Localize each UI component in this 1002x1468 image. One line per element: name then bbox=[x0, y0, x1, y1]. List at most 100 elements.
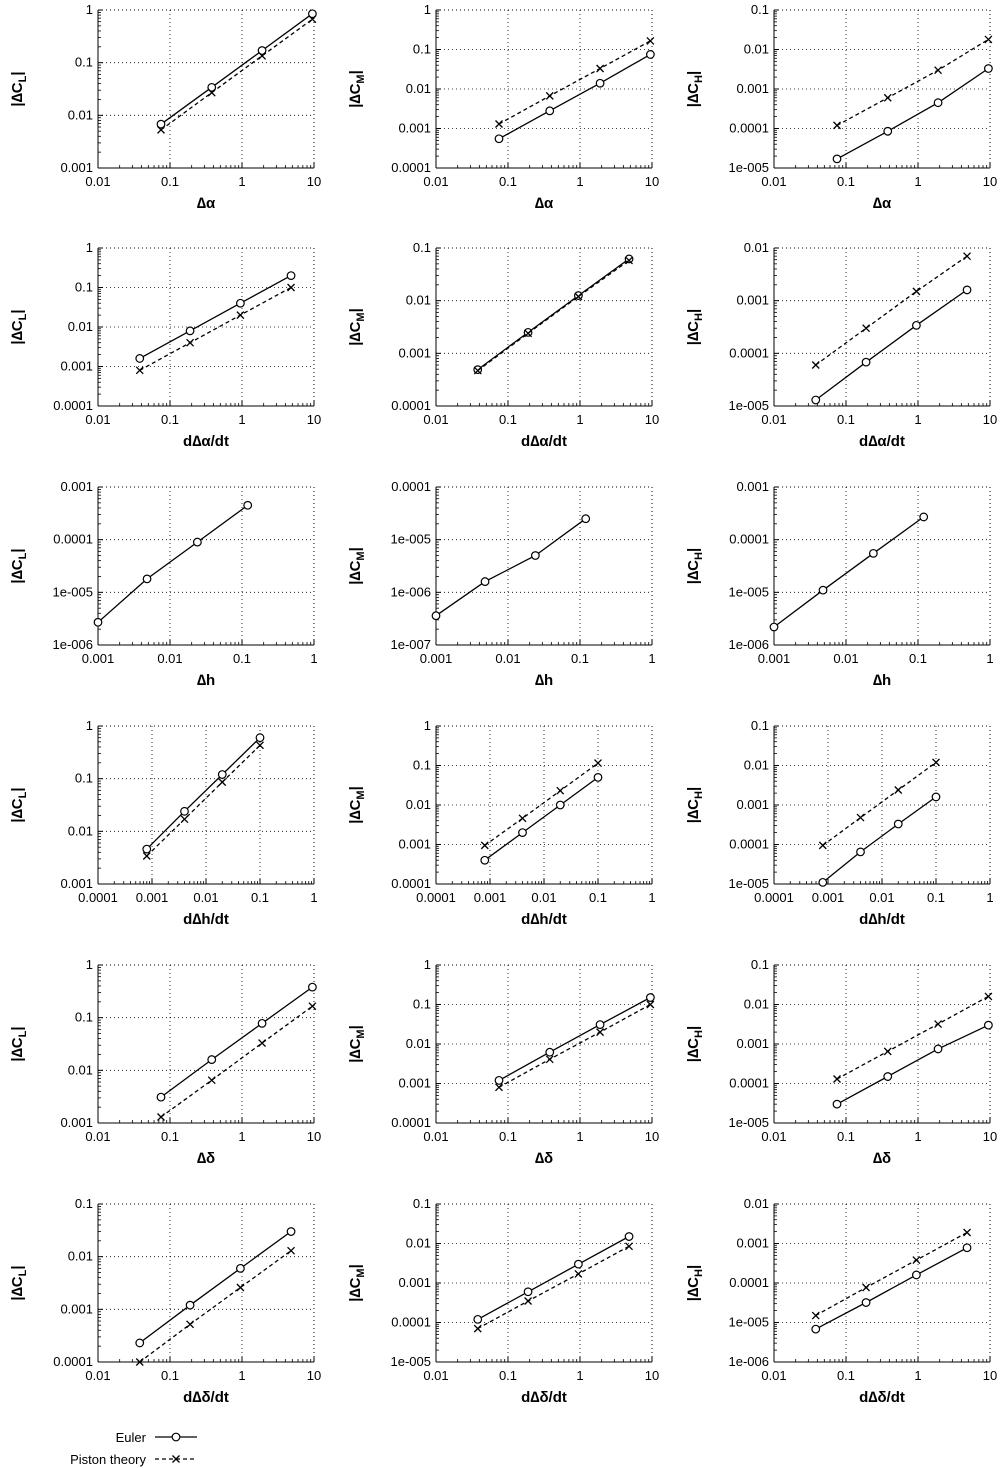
x-tick-label: 0.1 bbox=[161, 412, 179, 427]
legend-marker-euler bbox=[171, 1432, 181, 1442]
piston-theory-data-point bbox=[984, 992, 993, 1001]
euler-data-point bbox=[307, 982, 317, 992]
y-tick-label: 1e-005 bbox=[729, 160, 769, 175]
x-marker-stroke bbox=[934, 66, 943, 75]
euler-data-point bbox=[645, 50, 655, 59]
piston-theory-data-point bbox=[473, 1324, 482, 1333]
x-marker-stroke bbox=[596, 1028, 605, 1037]
chart-panel-9: 0.001 0.01 0.1 1 1e-006 1e-005 0.0001 0.001 ∆h |∆… bbox=[685, 479, 994, 689]
euler-data-point bbox=[156, 119, 166, 129]
x-marker-stroke bbox=[218, 778, 227, 787]
euler-data-point bbox=[257, 1018, 267, 1028]
x-marker-stroke bbox=[236, 1283, 245, 1292]
x-tick-label: 10 bbox=[983, 174, 997, 189]
euler-data-point bbox=[933, 98, 943, 108]
y-axis-label: |∆CL| bbox=[9, 1265, 29, 1300]
y-axis-label: |∆CL| bbox=[9, 71, 29, 106]
y-tick-label: 0.01 bbox=[68, 1062, 93, 1077]
y-tick-label: 1e-006 bbox=[729, 637, 769, 652]
y-axis-label: |∆CM| bbox=[347, 1264, 367, 1302]
x-marker-stroke bbox=[172, 1455, 180, 1463]
euler-series-line bbox=[836, 1024, 989, 1105]
euler-data-point bbox=[545, 106, 555, 116]
piston-theory-data-point bbox=[646, 1000, 655, 1009]
x-axis-label: ∆h bbox=[535, 672, 553, 689]
euler-series-line bbox=[773, 516, 925, 628]
x-marker-stroke bbox=[480, 841, 489, 850]
x-tick-label: 10 bbox=[645, 412, 659, 427]
x-tick-label: 1 bbox=[238, 1368, 245, 1383]
euler-data-point bbox=[933, 1044, 943, 1054]
x-axis-label: d∆α/dt bbox=[521, 433, 567, 450]
x-marker-stroke bbox=[157, 1113, 165, 1121]
x-tick-label: 1 bbox=[914, 174, 921, 189]
y-tick-label: 0.0001 bbox=[729, 1275, 769, 1290]
x-tick-label: 1 bbox=[310, 890, 317, 905]
y-axis-label: |∆CM| bbox=[347, 70, 367, 108]
piston-theory-data-point bbox=[833, 121, 841, 130]
piston-theory-data-point bbox=[186, 1320, 195, 1329]
y-tick-label: 0.1 bbox=[751, 718, 769, 733]
x-tick-label: 0.001 bbox=[420, 651, 453, 666]
x-tick-label: 0.001 bbox=[758, 651, 791, 666]
euler-data-point bbox=[883, 1072, 893, 1081]
y-tick-label: 0.1 bbox=[75, 1196, 93, 1211]
y-tick-label: 1 bbox=[424, 718, 431, 733]
y-tick-label: 1e-005 bbox=[391, 532, 431, 547]
euler-data-point bbox=[142, 574, 152, 584]
y-tick-label: 1 bbox=[86, 240, 93, 255]
chart-panel-10: 0.0001 0.001 0.01 0.1 10.0010.010.11d∆h/dt|∆… bbox=[9, 718, 318, 928]
euler-data-point bbox=[555, 800, 565, 810]
y-tick-label: 0.001 bbox=[60, 160, 93, 175]
x-tick-label: 10 bbox=[645, 1368, 659, 1383]
euler-data-point bbox=[156, 1092, 166, 1102]
y-tick-label: 0.1 bbox=[75, 55, 93, 70]
x-marker-stroke bbox=[594, 759, 602, 768]
piston-theory-data-point bbox=[625, 256, 634, 265]
y-tick-label: 1e-005 bbox=[53, 584, 93, 599]
x-marker-stroke bbox=[811, 361, 820, 369]
piston-theory-data-point bbox=[963, 252, 972, 261]
euler-data-point bbox=[185, 326, 195, 336]
x-marker-stroke bbox=[984, 35, 993, 44]
y-tick-label: 0.01 bbox=[744, 1196, 769, 1211]
x-tick-label: 0.1 bbox=[571, 651, 589, 666]
x-tick-label: 0.01 bbox=[869, 890, 894, 905]
x-marker-stroke bbox=[862, 324, 871, 333]
x-axis-label: ∆α bbox=[535, 195, 554, 212]
piston-theory-series-line bbox=[477, 1245, 630, 1330]
euler-data-point bbox=[818, 585, 828, 595]
piston-theory-series-line bbox=[815, 255, 968, 366]
y-tick-label: 0.001 bbox=[398, 121, 431, 136]
legend-label-piston-theory: Piston theory bbox=[70, 1452, 146, 1467]
y-tick-label: 0.0001 bbox=[729, 1076, 769, 1091]
y-tick-label: 0.0001 bbox=[729, 345, 769, 360]
piston-theory-data-point bbox=[180, 815, 189, 824]
x-tick-label: 0.1 bbox=[837, 1368, 855, 1383]
x-tick-label: 10 bbox=[645, 174, 659, 189]
x-tick-label: 0.01 bbox=[423, 1368, 448, 1383]
euler-data-point bbox=[931, 792, 941, 802]
y-tick-label: 0.0001 bbox=[53, 398, 93, 413]
euler-data-point bbox=[480, 855, 490, 865]
x-tick-label: 0.1 bbox=[161, 1129, 179, 1144]
y-tick-label: 1 bbox=[424, 957, 431, 972]
x-marker-stroke bbox=[556, 786, 565, 795]
euler-data-point bbox=[142, 844, 152, 854]
x-tick-label: 10 bbox=[983, 1129, 997, 1144]
x-marker-stroke bbox=[258, 1039, 267, 1047]
x-marker-stroke bbox=[912, 287, 921, 296]
euler-data-point bbox=[811, 395, 821, 405]
x-tick-label: 0.01 bbox=[531, 890, 556, 905]
y-tick-label: 0.001 bbox=[60, 876, 93, 891]
x-tick-label: 0.01 bbox=[85, 412, 110, 427]
x-tick-label: 0.01 bbox=[761, 174, 786, 189]
x-marker-stroke bbox=[287, 283, 296, 292]
y-tick-label: 1e-005 bbox=[391, 1354, 431, 1369]
y-axis-label: |∆CM| bbox=[347, 1025, 367, 1063]
piston-theory-data-point bbox=[545, 91, 554, 100]
y-tick-label: 0.001 bbox=[736, 797, 769, 812]
y-axis-label: |∆CL| bbox=[9, 309, 29, 344]
euler-data-point bbox=[473, 1314, 483, 1324]
x-marker-stroke bbox=[963, 252, 972, 261]
